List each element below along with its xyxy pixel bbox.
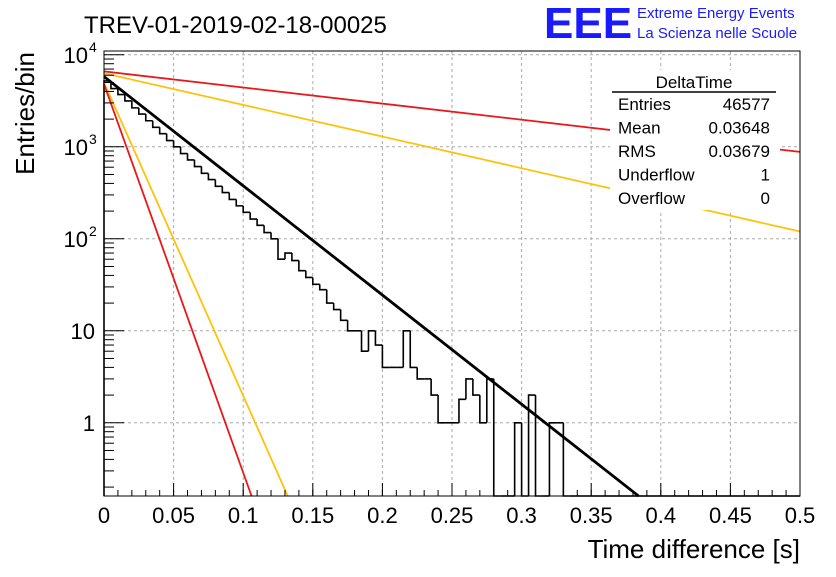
histogram-bin: [117, 88, 125, 96]
histogram-bin: [131, 100, 139, 109]
histogram-bin: [381, 345, 390, 369]
histogram-bin: [513, 421, 522, 496]
histogram-bin: [298, 260, 306, 272]
histogram-bin: [249, 212, 258, 220]
histogram-bin: [374, 330, 383, 346]
eee-logo-letters: EEE: [544, 0, 632, 48]
stats-row-label: Overflow: [618, 189, 686, 208]
histogram-bin: [305, 270, 313, 279]
stats-box-background: [610, 70, 780, 210]
histogram-bin: [158, 127, 167, 135]
x-tick-label: 0.45: [709, 503, 752, 528]
histogram-bin: [479, 395, 487, 424]
stats-box-rows: Entries 46577 Mean 0.03648 RMS 0.03679 Underfl…: [618, 95, 770, 208]
histogram-bin: [221, 186, 230, 194]
histogram-bin: [332, 303, 341, 311]
stats-row-label: RMS: [618, 142, 656, 161]
histogram-bin: [465, 378, 473, 400]
histogram-bin: [235, 199, 244, 207]
histogram-bin: [228, 192, 237, 201]
y-tick-label: 10: [71, 319, 95, 344]
line-red-steep: [103, 83, 253, 497]
y-tick-label: 10: [64, 43, 88, 68]
y-tick-label: 1: [83, 411, 95, 436]
y-tick-label: 10: [64, 135, 88, 160]
histogram-bin: [124, 94, 132, 102]
grid-lines: [104, 51, 800, 496]
stats-row-label: Underflow: [618, 166, 695, 185]
x-tick-label: 0.15: [291, 503, 334, 528]
chart-title: TREV-01-2019-02-18-00025: [84, 12, 387, 39]
stats-row-value: 0.03648: [709, 119, 770, 138]
x-axis-label: Time difference [s]: [588, 534, 800, 564]
stats-row-label: Entries: [618, 95, 671, 114]
histogram-bin: [172, 140, 181, 148]
line-orange-steep: [103, 82, 289, 497]
histogram-bin: [458, 398, 466, 423]
x-tick-label: 0: [98, 503, 110, 528]
x-tick-label: 0.1: [228, 503, 259, 528]
histogram-bin: [430, 378, 439, 396]
stats-box-title: DeltaTime: [656, 73, 733, 92]
histogram-bin: [270, 232, 278, 240]
histogram-bin: [416, 367, 425, 380]
histogram-bin: [402, 329, 411, 368]
histogram-bin: [527, 394, 536, 496]
stats-box: DeltaTime Entries 46577 Mean 0.03648 RMS 0.03…: [610, 70, 780, 210]
y-tick-exponent: 2: [89, 223, 97, 239]
y-tick-label: 10: [64, 227, 88, 252]
stats-row-value: 0.03679: [709, 142, 770, 161]
histogram-bin: [339, 309, 348, 322]
histogram-bin: [193, 159, 202, 168]
stats-row-value: 46577: [723, 95, 770, 114]
x-tick-label: 0.4: [646, 503, 677, 528]
histogram-bin: [409, 330, 418, 369]
eee-logo-line1: Extreme Energy Events: [637, 5, 795, 22]
histogram-bin: [284, 252, 292, 260]
histogram-bin: [346, 320, 355, 332]
x-tick-label: 0.25: [431, 503, 474, 528]
stats-row-value: 0: [761, 189, 770, 208]
y-tick-exponent: 4: [89, 39, 97, 55]
histogram-bin: [291, 253, 299, 262]
x-tick-label: 0.3: [506, 503, 537, 528]
histogram-bin: [325, 289, 334, 304]
histogram-bin: [256, 219, 265, 227]
histogram-bin: [200, 166, 209, 175]
histogram-bin: [472, 378, 480, 396]
histogram-bin: [144, 114, 153, 122]
histogram-bin: [138, 107, 146, 115]
histogram-bin: [207, 173, 216, 181]
stats-row-value: 1: [761, 166, 770, 185]
line-fit: [103, 75, 640, 498]
y-axis-label: Entries/bin: [10, 52, 40, 175]
histogram-bin: [263, 225, 272, 234]
y-tick-exponent: 3: [89, 131, 97, 147]
histogram-bin: [437, 395, 446, 424]
histogram-bin: [151, 120, 160, 129]
histogram-bin: [367, 329, 376, 352]
x-tick-label: 0.05: [152, 503, 195, 528]
histogram-bin: [214, 179, 223, 188]
x-tick-label: 0.5: [785, 503, 816, 528]
histogram-bin: [186, 153, 195, 161]
eee-logo: EEE Extreme Energy Events La Scienza nel…: [544, 0, 797, 48]
histogram-bin: [360, 330, 369, 352]
histogram-bin: [165, 133, 174, 142]
histogram-bin: [242, 205, 251, 214]
x-tick-label: 0.35: [570, 503, 613, 528]
histogram-bin: [179, 146, 188, 155]
histogram-bin: [318, 284, 327, 291]
stats-row-label: Mean: [618, 119, 661, 138]
histogram-bin: [548, 421, 557, 496]
x-axis: 0 0.05 0.1 0.15 0.2 0.25 0.3 0.35 0.4 0.45 0.5: [98, 483, 815, 528]
histogram-bin: [277, 238, 285, 261]
eee-logo-line2: La Scienza nelle Scuole: [637, 25, 797, 42]
histogram-bin: [312, 277, 320, 286]
x-tick-label: 0.2: [367, 503, 398, 528]
